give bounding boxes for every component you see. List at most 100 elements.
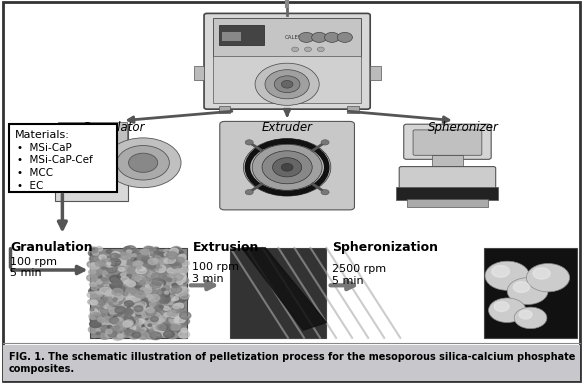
Circle shape — [133, 326, 136, 328]
Circle shape — [163, 282, 167, 284]
Circle shape — [101, 259, 111, 265]
Circle shape — [158, 316, 167, 321]
Circle shape — [131, 289, 139, 295]
Circle shape — [120, 251, 128, 257]
Circle shape — [123, 308, 132, 314]
Circle shape — [153, 324, 164, 331]
Circle shape — [151, 274, 158, 278]
Circle shape — [90, 316, 100, 322]
Circle shape — [118, 276, 124, 280]
Circle shape — [173, 274, 183, 280]
Bar — [90, 248, 187, 338]
Circle shape — [321, 140, 329, 145]
Circle shape — [180, 265, 184, 267]
Circle shape — [174, 268, 182, 273]
Circle shape — [134, 249, 138, 252]
Circle shape — [148, 324, 152, 326]
Circle shape — [96, 292, 103, 297]
Circle shape — [96, 322, 100, 325]
Circle shape — [107, 288, 117, 295]
Circle shape — [131, 302, 139, 308]
Circle shape — [134, 261, 143, 267]
Circle shape — [174, 279, 186, 286]
Circle shape — [162, 272, 172, 278]
Circle shape — [170, 248, 178, 254]
Circle shape — [106, 324, 110, 327]
Circle shape — [164, 291, 168, 294]
Circle shape — [132, 282, 142, 288]
Circle shape — [108, 306, 112, 309]
Circle shape — [142, 251, 149, 256]
FancyBboxPatch shape — [3, 2, 580, 381]
Circle shape — [100, 264, 105, 267]
Circle shape — [131, 306, 136, 309]
Circle shape — [141, 321, 150, 327]
Circle shape — [108, 269, 111, 272]
Circle shape — [161, 289, 171, 295]
Text: Spheronization: Spheronization — [332, 241, 438, 254]
Circle shape — [129, 318, 134, 320]
Circle shape — [146, 300, 156, 307]
Circle shape — [120, 252, 129, 259]
Circle shape — [125, 246, 136, 253]
Circle shape — [122, 317, 132, 324]
Circle shape — [177, 287, 186, 293]
Circle shape — [134, 270, 142, 275]
Circle shape — [171, 298, 175, 301]
Text: •  MCC: • MCC — [17, 168, 54, 178]
Circle shape — [151, 273, 159, 279]
Circle shape — [113, 253, 124, 260]
Circle shape — [96, 329, 100, 332]
Circle shape — [526, 264, 570, 292]
Circle shape — [122, 249, 127, 252]
Circle shape — [117, 334, 123, 338]
Circle shape — [146, 270, 151, 274]
Circle shape — [146, 272, 155, 277]
Circle shape — [164, 276, 170, 280]
Circle shape — [262, 151, 312, 184]
Circle shape — [101, 277, 106, 281]
Circle shape — [167, 252, 171, 254]
Circle shape — [122, 266, 132, 272]
Circle shape — [107, 267, 113, 271]
Circle shape — [161, 294, 171, 301]
Circle shape — [174, 267, 182, 272]
Circle shape — [109, 318, 119, 324]
Circle shape — [174, 303, 184, 309]
Circle shape — [149, 318, 159, 324]
Circle shape — [89, 270, 96, 274]
Circle shape — [125, 329, 135, 336]
Circle shape — [153, 255, 157, 257]
Circle shape — [118, 259, 126, 264]
Circle shape — [96, 260, 105, 265]
Circle shape — [113, 316, 117, 319]
Circle shape — [167, 310, 176, 316]
Circle shape — [127, 251, 131, 254]
Circle shape — [175, 316, 185, 322]
Circle shape — [106, 294, 113, 298]
Circle shape — [127, 282, 139, 290]
Circle shape — [89, 263, 99, 270]
Circle shape — [125, 268, 132, 273]
Circle shape — [87, 274, 97, 282]
Circle shape — [107, 296, 117, 303]
Circle shape — [145, 333, 150, 336]
Circle shape — [160, 325, 168, 331]
Circle shape — [178, 267, 188, 274]
Circle shape — [175, 254, 182, 258]
Circle shape — [168, 250, 178, 256]
Circle shape — [170, 279, 179, 285]
Circle shape — [157, 296, 161, 300]
Circle shape — [140, 280, 146, 285]
Circle shape — [113, 326, 118, 329]
Circle shape — [117, 287, 128, 294]
Circle shape — [149, 317, 160, 324]
Circle shape — [162, 291, 170, 296]
Circle shape — [94, 290, 100, 294]
Circle shape — [146, 309, 156, 316]
Circle shape — [110, 322, 115, 326]
Circle shape — [93, 251, 99, 255]
Circle shape — [138, 323, 144, 327]
Circle shape — [150, 283, 155, 286]
Circle shape — [136, 261, 144, 266]
